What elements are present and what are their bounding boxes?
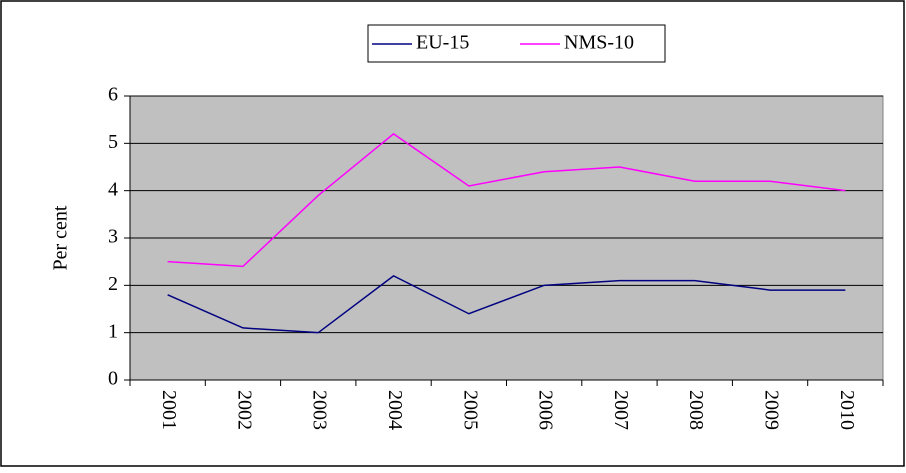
x-tick-label: 2008 bbox=[685, 390, 707, 430]
y-tick-label: 4 bbox=[108, 178, 118, 200]
x-tick-label: 2005 bbox=[459, 390, 481, 430]
x-tick-label: 2002 bbox=[233, 390, 255, 430]
y-tick-label: 0 bbox=[108, 368, 118, 390]
x-tick-label: 2009 bbox=[760, 390, 782, 430]
y-tick-label: 2 bbox=[108, 273, 118, 295]
x-tick-label: 2004 bbox=[384, 390, 406, 430]
series-line bbox=[167, 132, 846, 268]
x-tick-label: 2010 bbox=[836, 390, 858, 430]
legend-label: NMS-10 bbox=[564, 32, 634, 54]
series-line bbox=[167, 274, 846, 334]
x-tick-label: 2003 bbox=[309, 390, 331, 430]
x-tick-label: 2007 bbox=[610, 390, 632, 430]
y-tick-label: 1 bbox=[108, 320, 118, 342]
x-tick-label: 2001 bbox=[158, 390, 180, 430]
legend-label: EU-15 bbox=[416, 32, 469, 54]
y-tick-label: 3 bbox=[108, 226, 118, 248]
x-tick-label: 2006 bbox=[535, 390, 557, 430]
y-tick-label: 5 bbox=[108, 131, 118, 153]
y-tick-label: 6 bbox=[108, 84, 118, 106]
y-axis-label: Per cent bbox=[50, 205, 72, 270]
legend-box bbox=[367, 24, 666, 63]
